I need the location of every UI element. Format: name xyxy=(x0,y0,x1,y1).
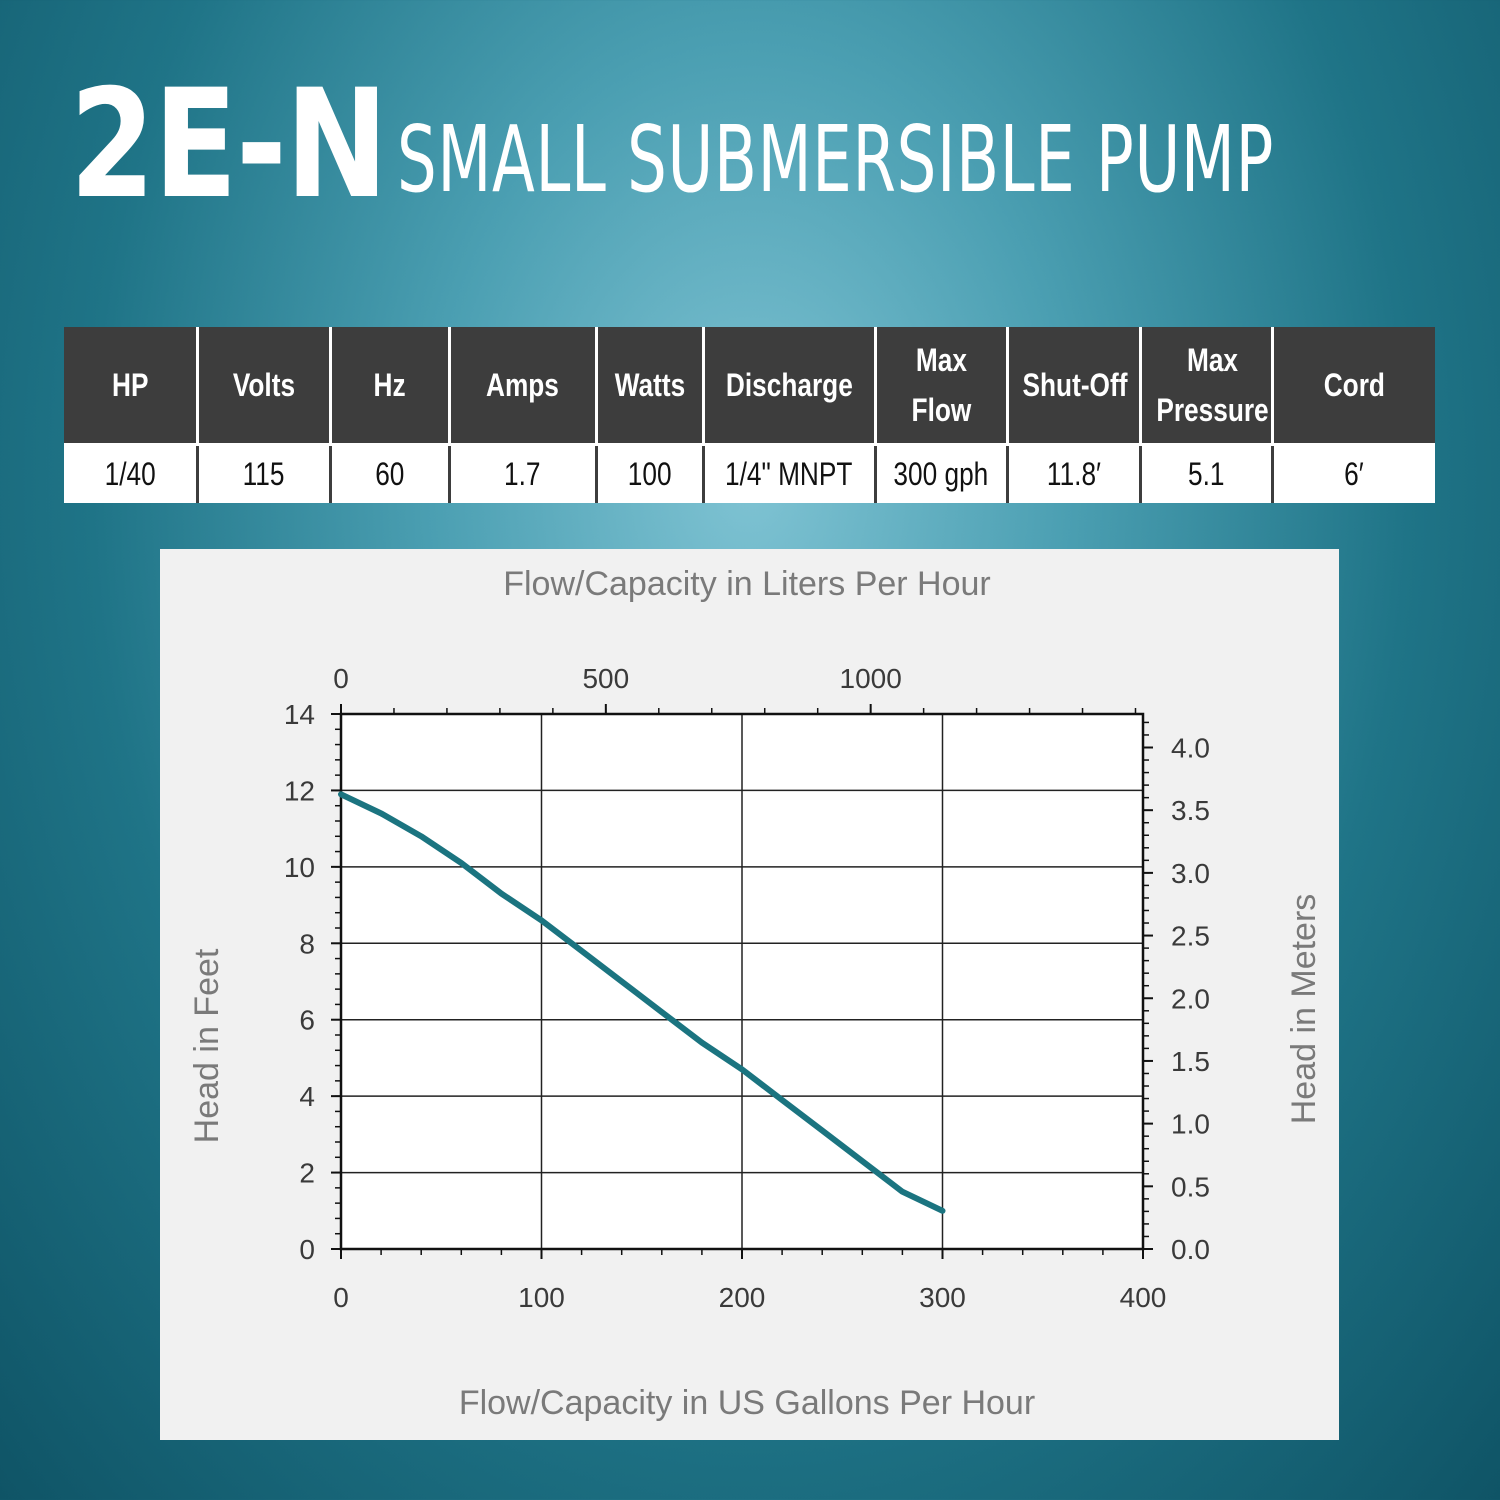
spec-header-label: Shut-Off xyxy=(1022,367,1127,403)
y2-tick-label: 3.5 xyxy=(1171,795,1210,826)
y-tick-label: 12 xyxy=(284,775,315,806)
y-tick-label: 4 xyxy=(299,1081,315,1112)
performance-chart-panel: Flow/Capacity in Liters Per Hour Flow/Ca… xyxy=(160,549,1339,1440)
spec-value-label: 5.1 xyxy=(1187,456,1225,492)
y2-tick-label: 1.5 xyxy=(1171,1046,1210,1077)
spec-header-5: Discharge xyxy=(703,327,877,446)
spec-header-0: HP xyxy=(64,327,199,446)
y-tick-label: 8 xyxy=(299,928,315,959)
spec-value-label: 1/40 xyxy=(104,456,156,492)
x-axis-title: Flow/Capacity in US Gallons Per Hour xyxy=(459,1384,1035,1422)
spec-header-label: Max Flow xyxy=(911,342,971,428)
spec-value-0: 1/40 xyxy=(64,444,199,503)
y2-tick-label: 0.0 xyxy=(1171,1234,1210,1265)
spec-value-8: 5.1 xyxy=(1140,444,1274,503)
y-tick-label: 2 xyxy=(299,1158,315,1189)
x2-tick-label: 1000 xyxy=(840,663,902,694)
y-tick-label: 6 xyxy=(299,1005,315,1036)
spec-header-7: Shut-Off xyxy=(1007,327,1142,446)
y-tick-label: 14 xyxy=(284,699,315,730)
spec-value-label: 100 xyxy=(627,456,672,492)
spec-header-2: Hz xyxy=(330,327,451,446)
spec-header-6: Max Flow xyxy=(875,327,1009,446)
y2-tick-label: 4.0 xyxy=(1171,733,1210,764)
spec-value-label: 11.8′ xyxy=(1046,456,1101,492)
spec-header-label: Hz xyxy=(373,367,406,403)
spec-value-6: 300 gph xyxy=(875,444,1009,503)
spec-value-5: 1/4" MNPT xyxy=(703,444,877,503)
x-tick-label: 100 xyxy=(518,1282,565,1313)
spec-header-label: HP xyxy=(111,367,148,403)
y2-tick-label: 2.5 xyxy=(1171,921,1210,952)
x-tick-label: 200 xyxy=(719,1282,766,1313)
spec-header-label: Cord xyxy=(1323,367,1385,403)
performance-curve-line xyxy=(338,791,946,1214)
model-name: 2E-N xyxy=(69,58,389,232)
x-tick-label: 400 xyxy=(1120,1282,1167,1313)
spec-header-label: Discharge xyxy=(725,367,853,403)
y-tick-label: 0 xyxy=(299,1234,315,1265)
spec-value-7: 11.8′ xyxy=(1007,444,1142,503)
top-axis-title: Flow/Capacity in Liters Per Hour xyxy=(503,565,991,603)
y2-axis-title: Head in Meters xyxy=(1285,894,1323,1125)
spec-header-label: Amps xyxy=(486,367,559,403)
spec-value-1: 115 xyxy=(197,444,332,503)
spec-value-label: 1/4" MNPT xyxy=(725,456,853,492)
product-description: SMALL SUBMERSIBLE PUMP xyxy=(396,106,1274,213)
title: 2E-N SMALL SUBMERSIBLE PUMP xyxy=(0,70,1500,220)
spec-header-4: Watts xyxy=(596,327,705,446)
spec-value-row: 1/40 115 60 1.7 100 1/4" MNPT 300 gph 11.8′ 5.1 6… xyxy=(64,444,1435,503)
spec-value-label: 1.7 xyxy=(504,456,541,492)
spec-header-3: Amps xyxy=(449,327,598,446)
spec-header-label: Max Pressure xyxy=(1155,342,1269,428)
spec-value-4: 100 xyxy=(596,444,705,503)
spec-value-label: 60 xyxy=(374,456,405,492)
spec-value-label: 6′ xyxy=(1344,456,1364,492)
spec-header-row: HP Volts Hz Amps Watts Discharge Max Flow Shut-… xyxy=(64,327,1435,446)
y2-tick-label: 1.0 xyxy=(1171,1109,1210,1140)
y2-tick-label: 2.0 xyxy=(1171,983,1210,1014)
spec-table: HP Volts Hz Amps Watts Discharge Max Flow Shut-… xyxy=(64,327,1435,503)
y2-tick-label: 0.5 xyxy=(1171,1171,1210,1202)
y-axis-title: Head in Feet xyxy=(188,948,226,1143)
x2-tick-label: 0 xyxy=(333,663,349,694)
spec-value-2: 60 xyxy=(330,444,451,503)
spec-header-1: Volts xyxy=(197,327,332,446)
x2-tick-label: 500 xyxy=(582,663,629,694)
spec-header-9: Cord xyxy=(1272,327,1435,446)
x-tick-label: 300 xyxy=(919,1282,966,1313)
spec-header-8: Max Pressure xyxy=(1140,327,1274,446)
spec-header-label: Watts xyxy=(614,367,685,403)
spec-value-label: 115 xyxy=(242,456,285,492)
performance-chart: Flow/Capacity in Liters Per Hour Flow/Ca… xyxy=(188,565,1323,1422)
y2-tick-label: 3.0 xyxy=(1171,858,1210,889)
spec-value-9: 6′ xyxy=(1272,444,1435,503)
spec-value-label: 300 gph xyxy=(893,456,989,492)
y-tick-label: 10 xyxy=(284,852,315,883)
x-tick-label: 0 xyxy=(333,1282,349,1313)
spec-value-3: 1.7 xyxy=(449,444,598,503)
spec-header-label: Volts xyxy=(232,367,295,403)
